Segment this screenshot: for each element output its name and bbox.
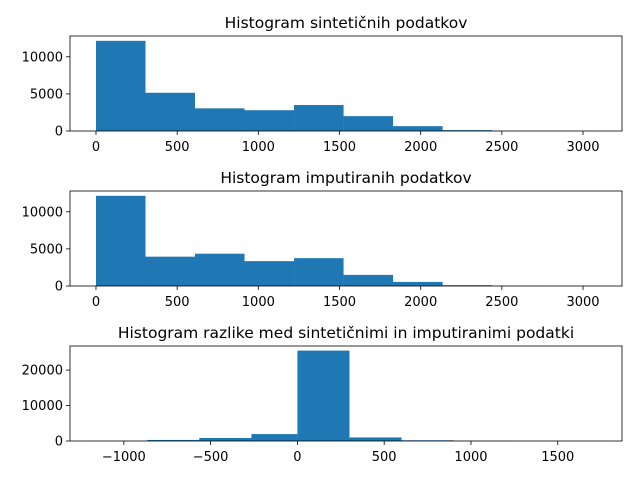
x-tick-label: 1500 — [323, 295, 356, 310]
histogram-bar — [244, 110, 295, 131]
histogram-bar — [294, 105, 344, 131]
chart-title: Histogram sintetičnih podatkov — [225, 14, 468, 32]
x-tick-label: 2000 — [404, 295, 437, 310]
chart-panel-2: 0 500 1000 1500 2000 2500 3000 0 5000 10000 Histog… — [22, 169, 623, 310]
histogram-bar — [349, 437, 402, 441]
y-tick-label: 0 — [55, 280, 63, 295]
y-tick-label: 10000 — [22, 205, 63, 220]
histogram-bar — [199, 437, 252, 441]
x-tick-label: 2000 — [404, 140, 437, 155]
x-tick-label: 1000 — [454, 450, 487, 465]
x-tick-label: −500 — [193, 450, 229, 465]
chart-title: Histogram imputiranih podatkov — [220, 169, 471, 187]
x-tick-label: 2500 — [485, 295, 518, 310]
histogram-bar — [442, 285, 493, 286]
histogram-bar — [195, 253, 245, 286]
histogram-bar — [147, 439, 200, 441]
histogram-bar — [145, 92, 196, 131]
x-tick-label: 3000 — [566, 295, 599, 310]
y-tick-label: 5000 — [30, 87, 63, 102]
histogram-bar — [442, 130, 493, 131]
histogram-bar — [95, 195, 146, 286]
x-tick-label: 1500 — [541, 450, 574, 465]
histogram-bar — [244, 261, 295, 286]
x-tick-label: 1000 — [242, 295, 275, 310]
histogram-bar — [145, 256, 196, 286]
x-tick-label: 500 — [372, 450, 397, 465]
histogram-bar — [195, 108, 245, 131]
x-tick-label: −1000 — [102, 450, 146, 465]
y-tick-label: 0 — [55, 435, 63, 450]
y-tick-label: 10000 — [22, 399, 63, 414]
x-tick-label: 1000 — [242, 140, 275, 155]
x-tick-label: 0 — [293, 450, 301, 465]
y-tick-label: 10000 — [22, 50, 63, 65]
x-tick-label: 0 — [92, 140, 100, 155]
axes-frame — [69, 190, 623, 287]
x-tick-label: 3000 — [566, 140, 599, 155]
y-tick-label: 5000 — [30, 242, 63, 257]
x-tick-label: 500 — [165, 295, 190, 310]
chart-title: Histogram razlike med sintetičnimi in im… — [118, 324, 574, 342]
x-tick-label: 2500 — [485, 140, 518, 155]
axes-frame — [69, 35, 623, 132]
chart-panel-1: 0 500 1000 1500 2000 2500 3000 0 5000 10000 Histog… — [22, 14, 623, 155]
histogram-bar — [95, 40, 146, 131]
histogram-bar — [294, 258, 344, 286]
y-tick-label: 0 — [55, 125, 63, 140]
chart-panel-3: −1000 −500 0 500 1000 1500 0 10000 20000 Histogra… — [22, 324, 623, 465]
histogram-bar — [297, 350, 350, 441]
y-tick-label: 20000 — [22, 364, 63, 379]
histogram-bar — [393, 281, 443, 286]
axes-frame — [69, 345, 623, 442]
x-tick-label: 0 — [92, 295, 100, 310]
histogram-bar — [251, 434, 298, 441]
histogram-bar — [343, 274, 394, 286]
x-tick-label: 1500 — [323, 140, 356, 155]
x-tick-label: 500 — [165, 140, 190, 155]
histogram-bar — [343, 116, 394, 131]
histogram-bar — [393, 126, 443, 131]
